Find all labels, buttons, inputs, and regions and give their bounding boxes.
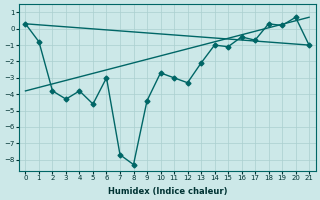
X-axis label: Humidex (Indice chaleur): Humidex (Indice chaleur): [108, 187, 227, 196]
